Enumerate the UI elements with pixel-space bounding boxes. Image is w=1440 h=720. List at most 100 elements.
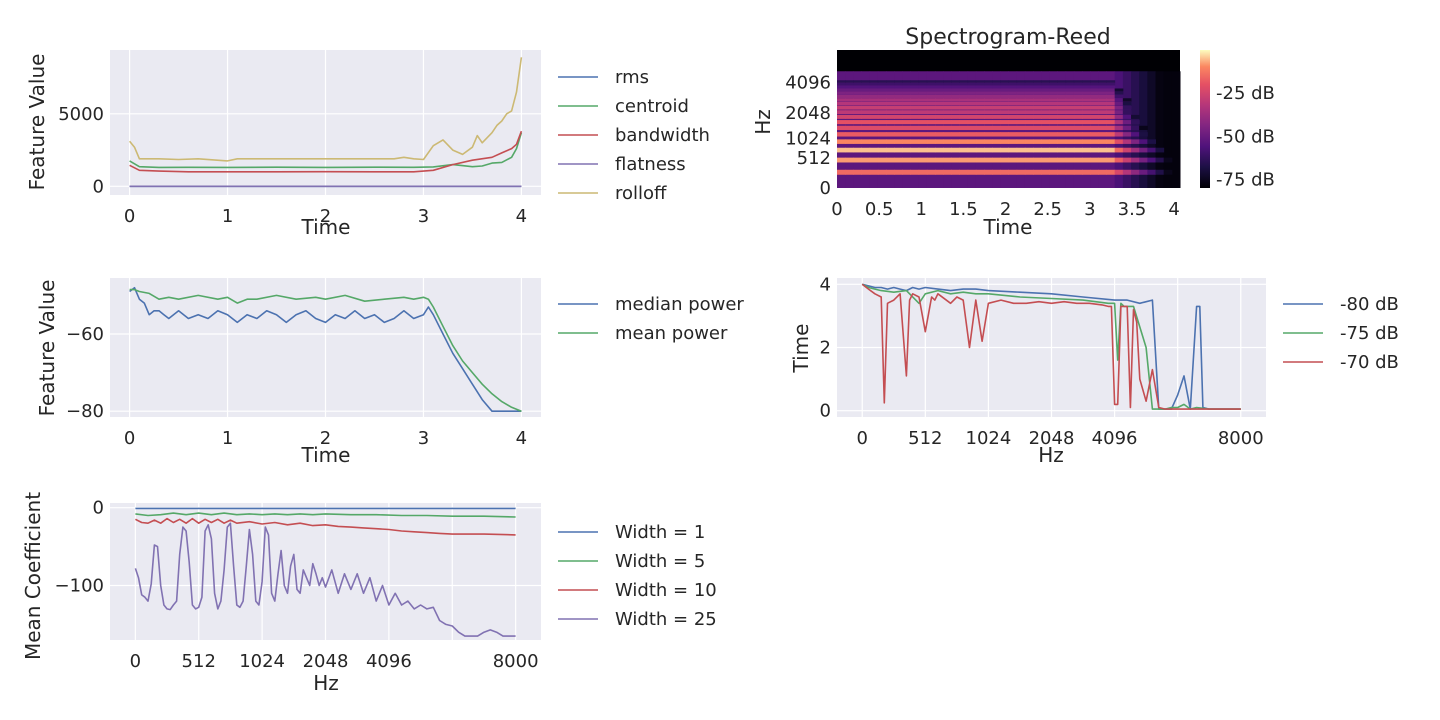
legend-label: Width = 1: [615, 522, 705, 543]
coefficients-xlabel: Hz: [313, 671, 339, 695]
spectrogram-cell: [1122, 132, 1132, 137]
series-line-width-25: [134, 522, 516, 637]
spectrogram-cell: [1033, 98, 1042, 102]
spectrogram-cell: [837, 98, 846, 102]
spectrogram-cell: [943, 94, 952, 98]
spectrogram-cell: [845, 82, 854, 86]
spectrogram-cell: [1106, 114, 1116, 119]
spectrogram-cell: [1041, 110, 1050, 115]
series-line--75-db: [861, 283, 1241, 410]
spectrogram-cell: [1008, 94, 1018, 98]
spectrogram-cell: [1049, 98, 1058, 102]
spectrogram-cell: [910, 139, 920, 144]
spectrogram-cell: [1082, 110, 1091, 115]
spectrogram-cell: [902, 132, 911, 137]
spectrogram-cell: [975, 101, 985, 106]
spectrogram-cell: [1024, 82, 1034, 86]
spectrogram-cell: [1106, 120, 1116, 125]
spectrogram-cell: [943, 125, 952, 131]
x-tick-label: 4096: [366, 651, 412, 672]
spectrogram-cell: [935, 98, 944, 102]
spectrogram-cell: [967, 98, 977, 102]
spectrogram-haze-cell: [1171, 71, 1181, 188]
spectrogram-cell: [1049, 85, 1058, 89]
spectrogram-cell: [845, 120, 854, 125]
spectrogram-cell: [1000, 105, 1009, 110]
spectrogram-cell: [1000, 82, 1009, 86]
spectrogram-cell: [975, 114, 985, 119]
spectrogram-cell: [959, 120, 969, 125]
spectrogram-cell: [1082, 114, 1091, 119]
spectrogram-cell: [984, 110, 993, 115]
spectrogram-cell: [861, 82, 871, 86]
spectrogram-cell: [1122, 139, 1132, 144]
spectrogram-cell: [992, 139, 1001, 144]
spectrogram-cell: [1049, 132, 1058, 137]
spectrogram-cell: [951, 169, 960, 175]
power-lines: [129, 286, 522, 413]
spectrogram-cell: [959, 80, 969, 83]
spectrogram-cell: [967, 147, 977, 153]
spectrogram-cell: [951, 91, 960, 95]
spectrogram-cell: [902, 110, 911, 115]
spectrogram-cell: [853, 147, 862, 153]
spectrogram-cell: [935, 139, 944, 144]
spectrogram-cell: [1033, 157, 1042, 163]
spectrogram-cell: [845, 98, 854, 102]
spectrogram-cell: [959, 132, 969, 137]
spectrogram-cell: [1008, 114, 1018, 119]
spectrogram-cell: [1033, 110, 1042, 115]
spectrogram-cell: [1098, 88, 1107, 92]
spectrogram-cell: [1106, 147, 1116, 153]
spectrogram-cell: [1033, 125, 1042, 131]
x-tick-label: 4: [1168, 199, 1179, 220]
spectrogram-cell: [935, 132, 944, 137]
spectrogram-cell: [1041, 120, 1050, 125]
spectrogram-cell: [861, 105, 871, 110]
spectrogram-cell: [951, 80, 960, 83]
spectrogram-panel: Spectrogram-Reed 0 0.5 1 1.5 2 2.5 3 3.5 4 0 51210…: [751, 25, 1275, 239]
spectrogram-cell: [918, 82, 928, 86]
spectrogram-cell: [943, 91, 952, 95]
spectrogram-cell: [926, 91, 936, 95]
spectrogram-cell: [926, 147, 936, 153]
spectrogram-cell: [1057, 110, 1067, 115]
spectrogram-cell: [886, 91, 895, 95]
spectrogram-cell: [943, 80, 952, 83]
spectrogram-cell: [910, 80, 920, 83]
x-tick-label: 2: [320, 428, 331, 449]
spectrogram-cell: [1049, 80, 1058, 83]
spectrogram-cell: [894, 157, 903, 163]
spectrogram-cell: [1041, 139, 1050, 144]
spectrogram-cell: [869, 85, 879, 89]
spectrogram-cell: [1147, 139, 1156, 144]
spectrogram-cell: [1090, 82, 1099, 86]
spectrogram-cell: [910, 169, 920, 175]
legend-label: -80 dB: [1340, 294, 1399, 315]
spectrogram-cell: [1065, 139, 1075, 144]
spectrogram-cell: [1065, 120, 1075, 125]
spectrogram-cell: [1033, 101, 1042, 106]
spectrogram-cell: [1033, 94, 1042, 98]
spectrogram-cell: [967, 169, 977, 175]
spectrogram-cell: [1057, 105, 1067, 110]
spectrogram-cell: [894, 85, 903, 89]
spectrogram-cell: [1057, 139, 1067, 144]
spectrogram-cell: [1114, 132, 1124, 137]
spectrogram-cell: [861, 98, 871, 102]
spectrogram-cell: [1008, 169, 1018, 175]
spectrogram-cell: [951, 125, 960, 131]
spectrogram-cell: [1041, 101, 1050, 106]
spectrogram-cell: [1114, 110, 1124, 115]
spectrogram-cell: [1033, 132, 1042, 137]
threshold-panel: 0 512 1024 2048 4096 8000 0 2 4 Hz Time -80 dB -7…: [789, 274, 1399, 467]
spectrogram-cell: [902, 157, 911, 163]
spectrogram-cell: [1106, 125, 1116, 131]
spectrogram-cell: [853, 114, 862, 119]
threshold-ylabel: Time: [789, 324, 813, 374]
spectrogram-cell: [1098, 114, 1107, 119]
spectrogram-cell: [926, 132, 936, 137]
spectrogram-cell: [869, 98, 879, 102]
spectrogram-cell: [967, 132, 977, 137]
spectrogram-cell: [1082, 94, 1091, 98]
